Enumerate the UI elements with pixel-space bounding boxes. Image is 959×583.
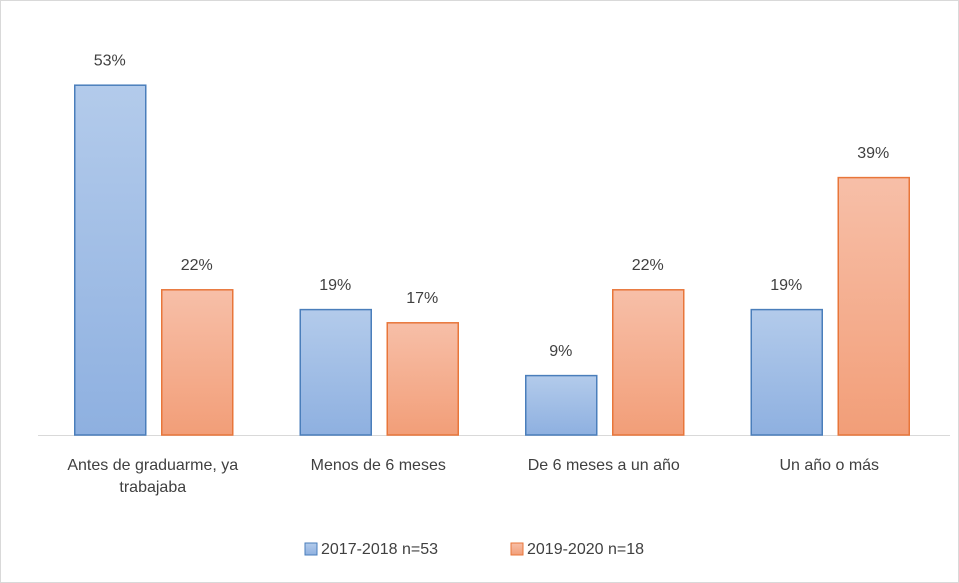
legend-label: 2017-2018 n=53 [321,541,438,558]
legend-swatch [304,542,318,556]
bar [525,374,598,436]
data-label: 9% [549,343,572,360]
legend-label: 2019-2020 n=18 [527,541,644,558]
bar [161,289,234,436]
data-label: 39% [857,145,889,162]
bar [612,289,685,436]
x-tick-label: Menos de 6 meses [310,457,446,474]
data-label: 19% [319,277,351,294]
x-tick-label: De 6 meses a un año [527,457,680,474]
bar [386,322,459,436]
data-label: 19% [770,277,802,294]
data-label: 17% [406,290,438,307]
bar [750,308,823,436]
legend-swatch [510,542,524,556]
data-label: 22% [632,257,664,274]
bar [837,176,910,436]
x-tick-label: Un año o más [779,457,880,474]
data-label: 53% [94,52,126,69]
data-label: 22% [181,257,213,274]
x-tick-label: Antes de graduarme, ya trabajaba [67,457,239,496]
bar [74,84,147,436]
bar [299,308,372,436]
